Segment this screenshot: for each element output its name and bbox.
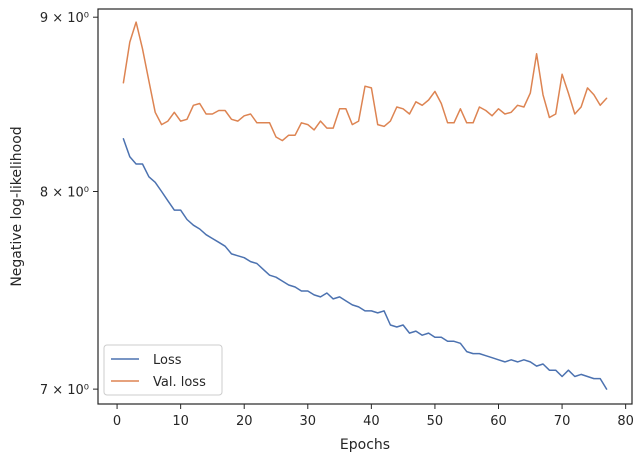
legend-box: [103, 344, 223, 396]
x-tick-label: 80: [617, 414, 634, 429]
x-tick-label: 40: [363, 414, 380, 429]
x-axis-label: Epochs: [340, 437, 390, 453]
x-tick-label: 20: [236, 414, 253, 429]
series-layer: [122, 21, 608, 390]
legend-label: Val. loss: [153, 375, 206, 390]
x-axis-ticks: 0 10 20 30 40 50 60 70 80: [113, 404, 634, 429]
x-tick-label: 10: [172, 414, 189, 429]
series-line-val-loss: [122, 21, 608, 142]
x-tick-label: 70: [554, 414, 571, 429]
x-tick-label: 60: [490, 414, 507, 429]
y-tick-label: 8 × 10⁰: [40, 186, 89, 201]
x-tick-label: 30: [300, 414, 317, 429]
y-tick-label: 9 × 10⁰: [40, 11, 89, 26]
series-line-loss: [122, 138, 608, 390]
plot-frame: [97, 8, 633, 405]
x-tick-label: 50: [427, 414, 444, 429]
legend: Loss Val. loss: [103, 344, 223, 396]
x-tick-label: 0: [113, 414, 121, 429]
y-tick-label: 7 × 10⁰: [40, 383, 89, 398]
y-axis-label: Negative log-likelihood: [9, 126, 25, 286]
legend-label: Loss: [153, 353, 182, 368]
y-axis-ticks: 7 × 10⁰ 8 × 10⁰ 9 × 10⁰: [40, 11, 98, 398]
